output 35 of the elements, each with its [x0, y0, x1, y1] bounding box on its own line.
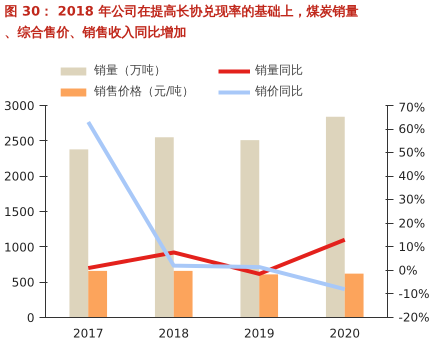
- y-tick-label: 500: [12, 276, 34, 290]
- y2-tick-label: 30%: [398, 192, 426, 207]
- y2-tick-label: 40%: [398, 169, 426, 184]
- y-tick-label: 2000: [4, 170, 35, 184]
- y2-tick-label: -20%: [398, 310, 430, 324]
- legend-label: 销价同比: [255, 83, 304, 100]
- bar: [174, 270, 193, 318]
- bar: [344, 274, 364, 318]
- line-series: [86, 120, 347, 292]
- y2-tick-label: 0%: [398, 263, 418, 278]
- bar: [259, 274, 278, 318]
- bar: [88, 270, 108, 318]
- y2-tick-label: 60%: [398, 122, 426, 136]
- y-tick-label: 0: [26, 311, 35, 325]
- y-tick-label: 3000: [4, 99, 35, 113]
- y2-tick-label: 50%: [398, 146, 426, 160]
- bar: [326, 116, 345, 318]
- x-tick-label: 2019: [244, 326, 275, 340]
- y2-tick-label: 70%: [398, 100, 426, 114]
- y2-tick-label: -10%: [398, 286, 430, 301]
- x-tick-label: 2018: [158, 326, 190, 340]
- legend-label: 销量（万吨）: [94, 62, 167, 79]
- legend-label: 销量同比: [255, 62, 304, 79]
- bar: [69, 149, 88, 318]
- bar: [240, 140, 260, 318]
- y-tick-label: 1500: [4, 205, 35, 219]
- x-tick-label: 2020: [329, 326, 360, 340]
- y2-tick-label: 10%: [398, 240, 426, 254]
- x-tick-label: 2017: [72, 326, 104, 340]
- bar: [154, 137, 174, 318]
- y-tick-label: 1000: [4, 240, 35, 254]
- y-tick-label: 2500: [4, 134, 35, 148]
- legend-label: 销售价格（元/吨）: [94, 83, 196, 100]
- chart-title: 图 30： 2018 年公司在提高长协兑现率的基础上，煤炭销量、综合售价、销售收入同比增加: [4, 4, 358, 40]
- y2-tick-label: 20%: [398, 216, 426, 230]
